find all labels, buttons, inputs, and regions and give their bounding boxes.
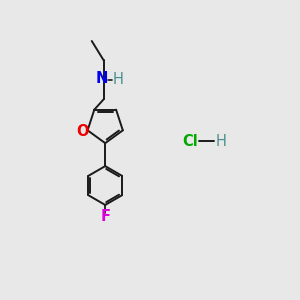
Text: O: O xyxy=(76,124,88,139)
Text: N: N xyxy=(95,71,108,86)
Text: H: H xyxy=(216,134,226,148)
Text: Cl: Cl xyxy=(182,134,198,148)
Text: F: F xyxy=(100,209,110,224)
Text: H: H xyxy=(112,72,124,87)
